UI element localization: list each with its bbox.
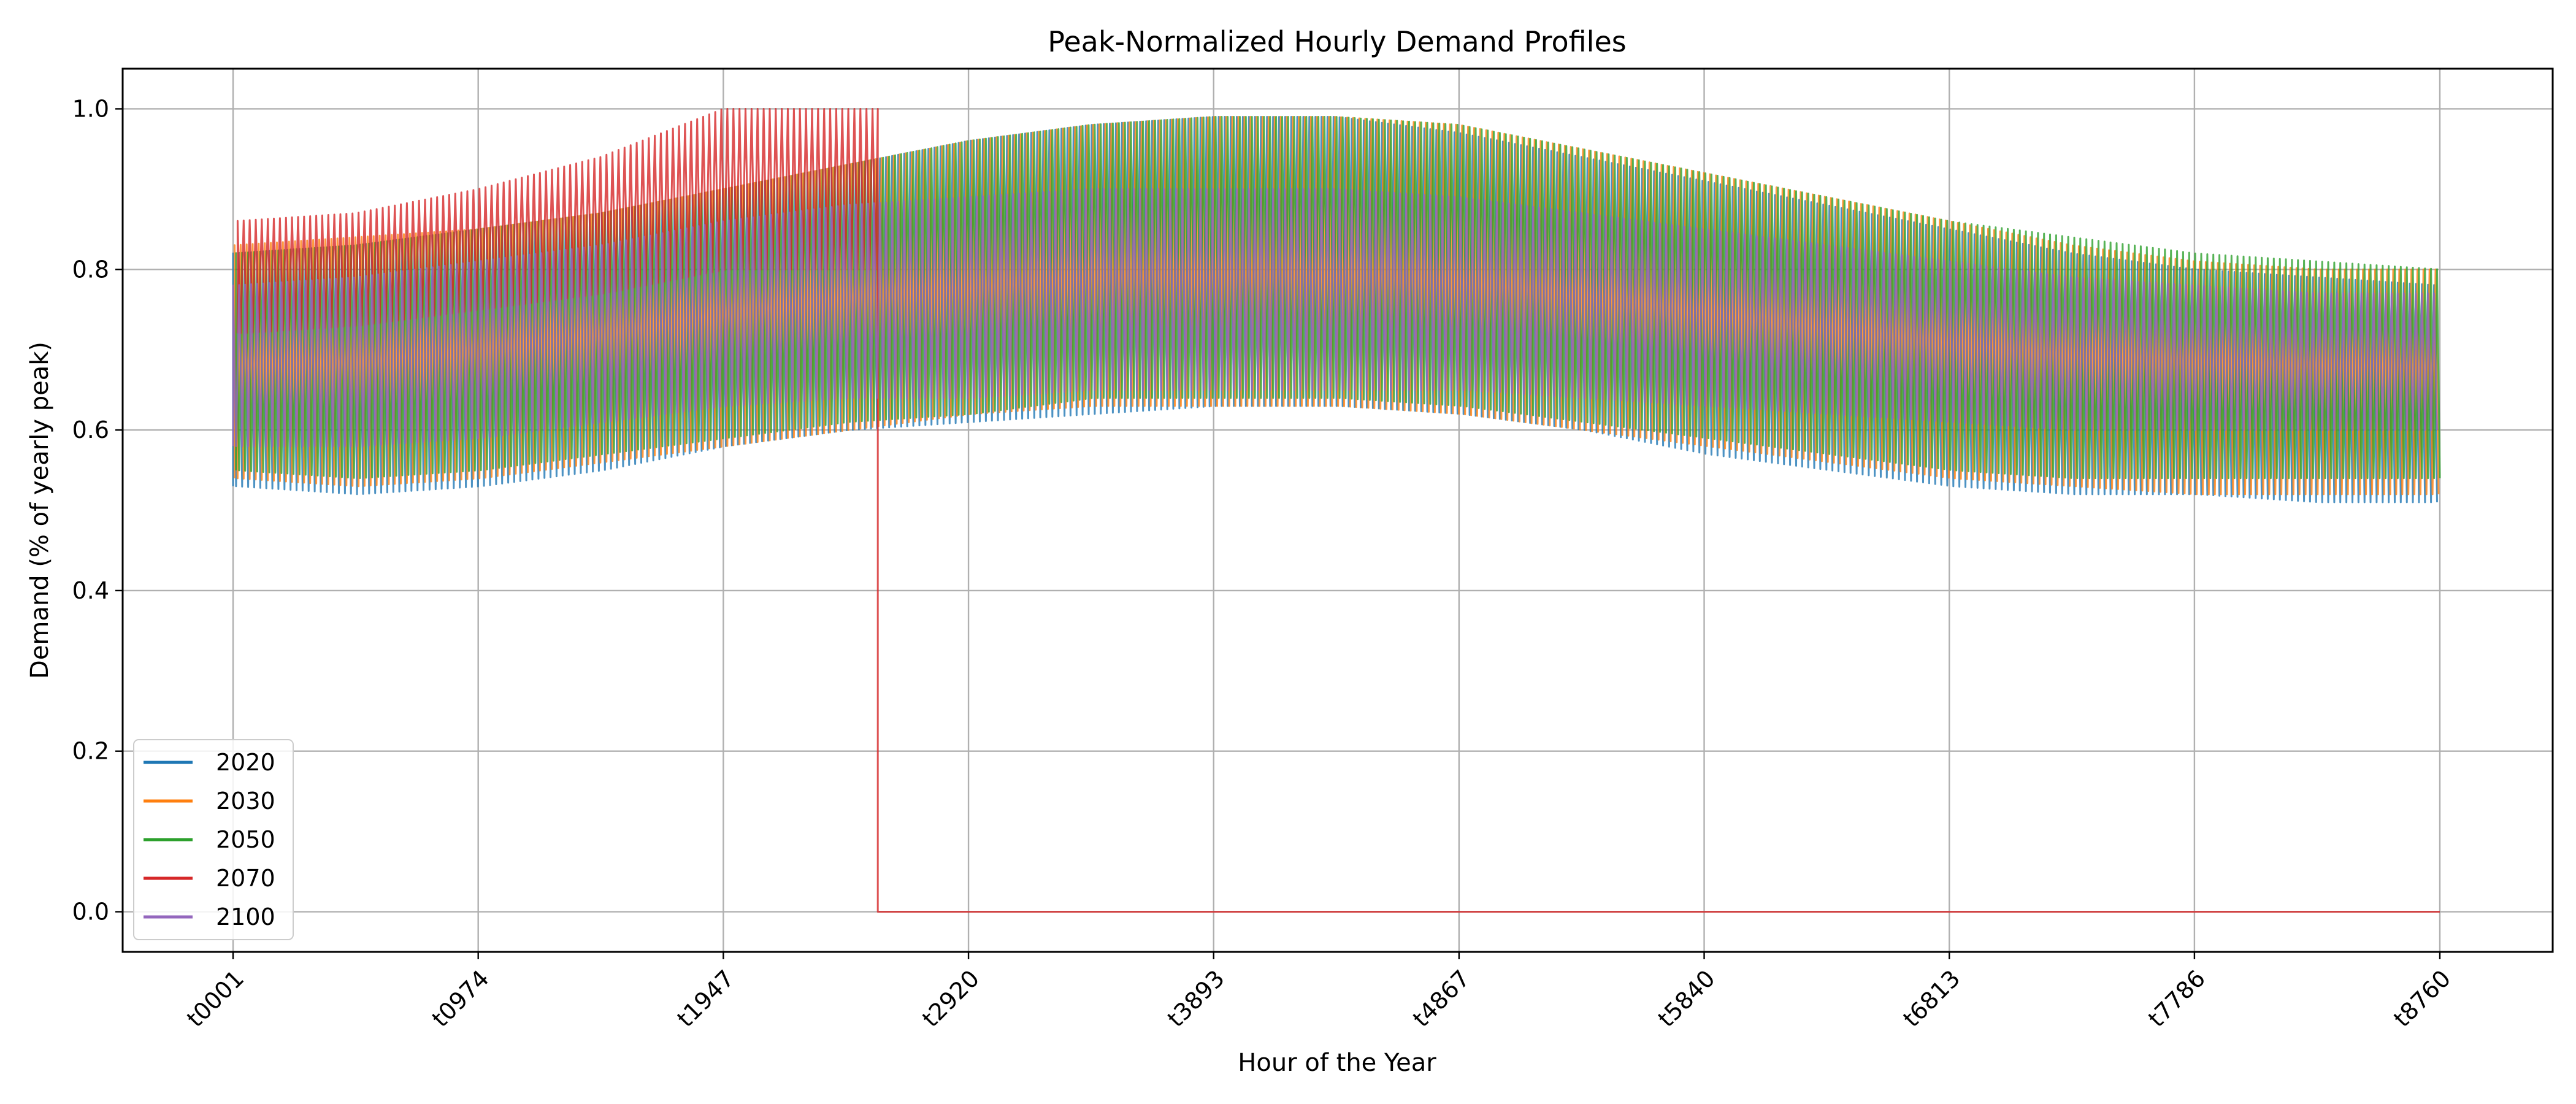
legend-label: 2100 <box>216 903 275 930</box>
x-tick-label: t7786 <box>2143 965 2210 1032</box>
legend-label: 2030 <box>216 788 275 815</box>
series-line <box>232 188 2438 447</box>
x-tick-label: t1947 <box>672 965 740 1032</box>
legend: 2020 2030 2050 2070 2100 <box>133 739 294 940</box>
series-line <box>235 116 2441 480</box>
x-tick-label: t3893 <box>1162 965 1230 1032</box>
chart-title: Peak-Normalized Hourly Demand Profiles <box>1048 25 1626 58</box>
y-tick-label: 0.4 <box>72 577 109 604</box>
y-tick-label: 0.0 <box>72 899 109 926</box>
y-axis-label: Demand (% of yearly peak) <box>26 342 54 679</box>
x-tick-label: t8760 <box>2388 965 2456 1032</box>
y-tick-label: 0.8 <box>72 256 109 283</box>
legend-box <box>133 739 294 940</box>
legend-label: 2050 <box>216 826 275 853</box>
x-tick-label: t6813 <box>1898 965 1965 1032</box>
x-tick-label: t0974 <box>427 965 494 1032</box>
x-tick-label: t0001 <box>182 965 249 1032</box>
plot-frame <box>121 67 2554 953</box>
y-tick-label: 1.0 <box>72 95 109 122</box>
series-2100 <box>232 188 2438 447</box>
x-tick-label: t4867 <box>1408 965 1475 1032</box>
x-tick-label: t2920 <box>917 965 984 1032</box>
legend-label: 2070 <box>216 865 275 892</box>
x-axis-label: Hour of the Year <box>1238 1049 1436 1077</box>
y-tick-label: 0.6 <box>72 416 109 443</box>
legend-label: 2020 <box>216 749 275 776</box>
legend-entries: 2020 2030 2050 2070 2100 <box>144 749 275 930</box>
x-tick-label: t5840 <box>1653 965 1720 1032</box>
y-tick-label: 0.2 <box>72 738 109 765</box>
series-2050 <box>235 116 2441 480</box>
series-layer <box>232 108 2441 913</box>
